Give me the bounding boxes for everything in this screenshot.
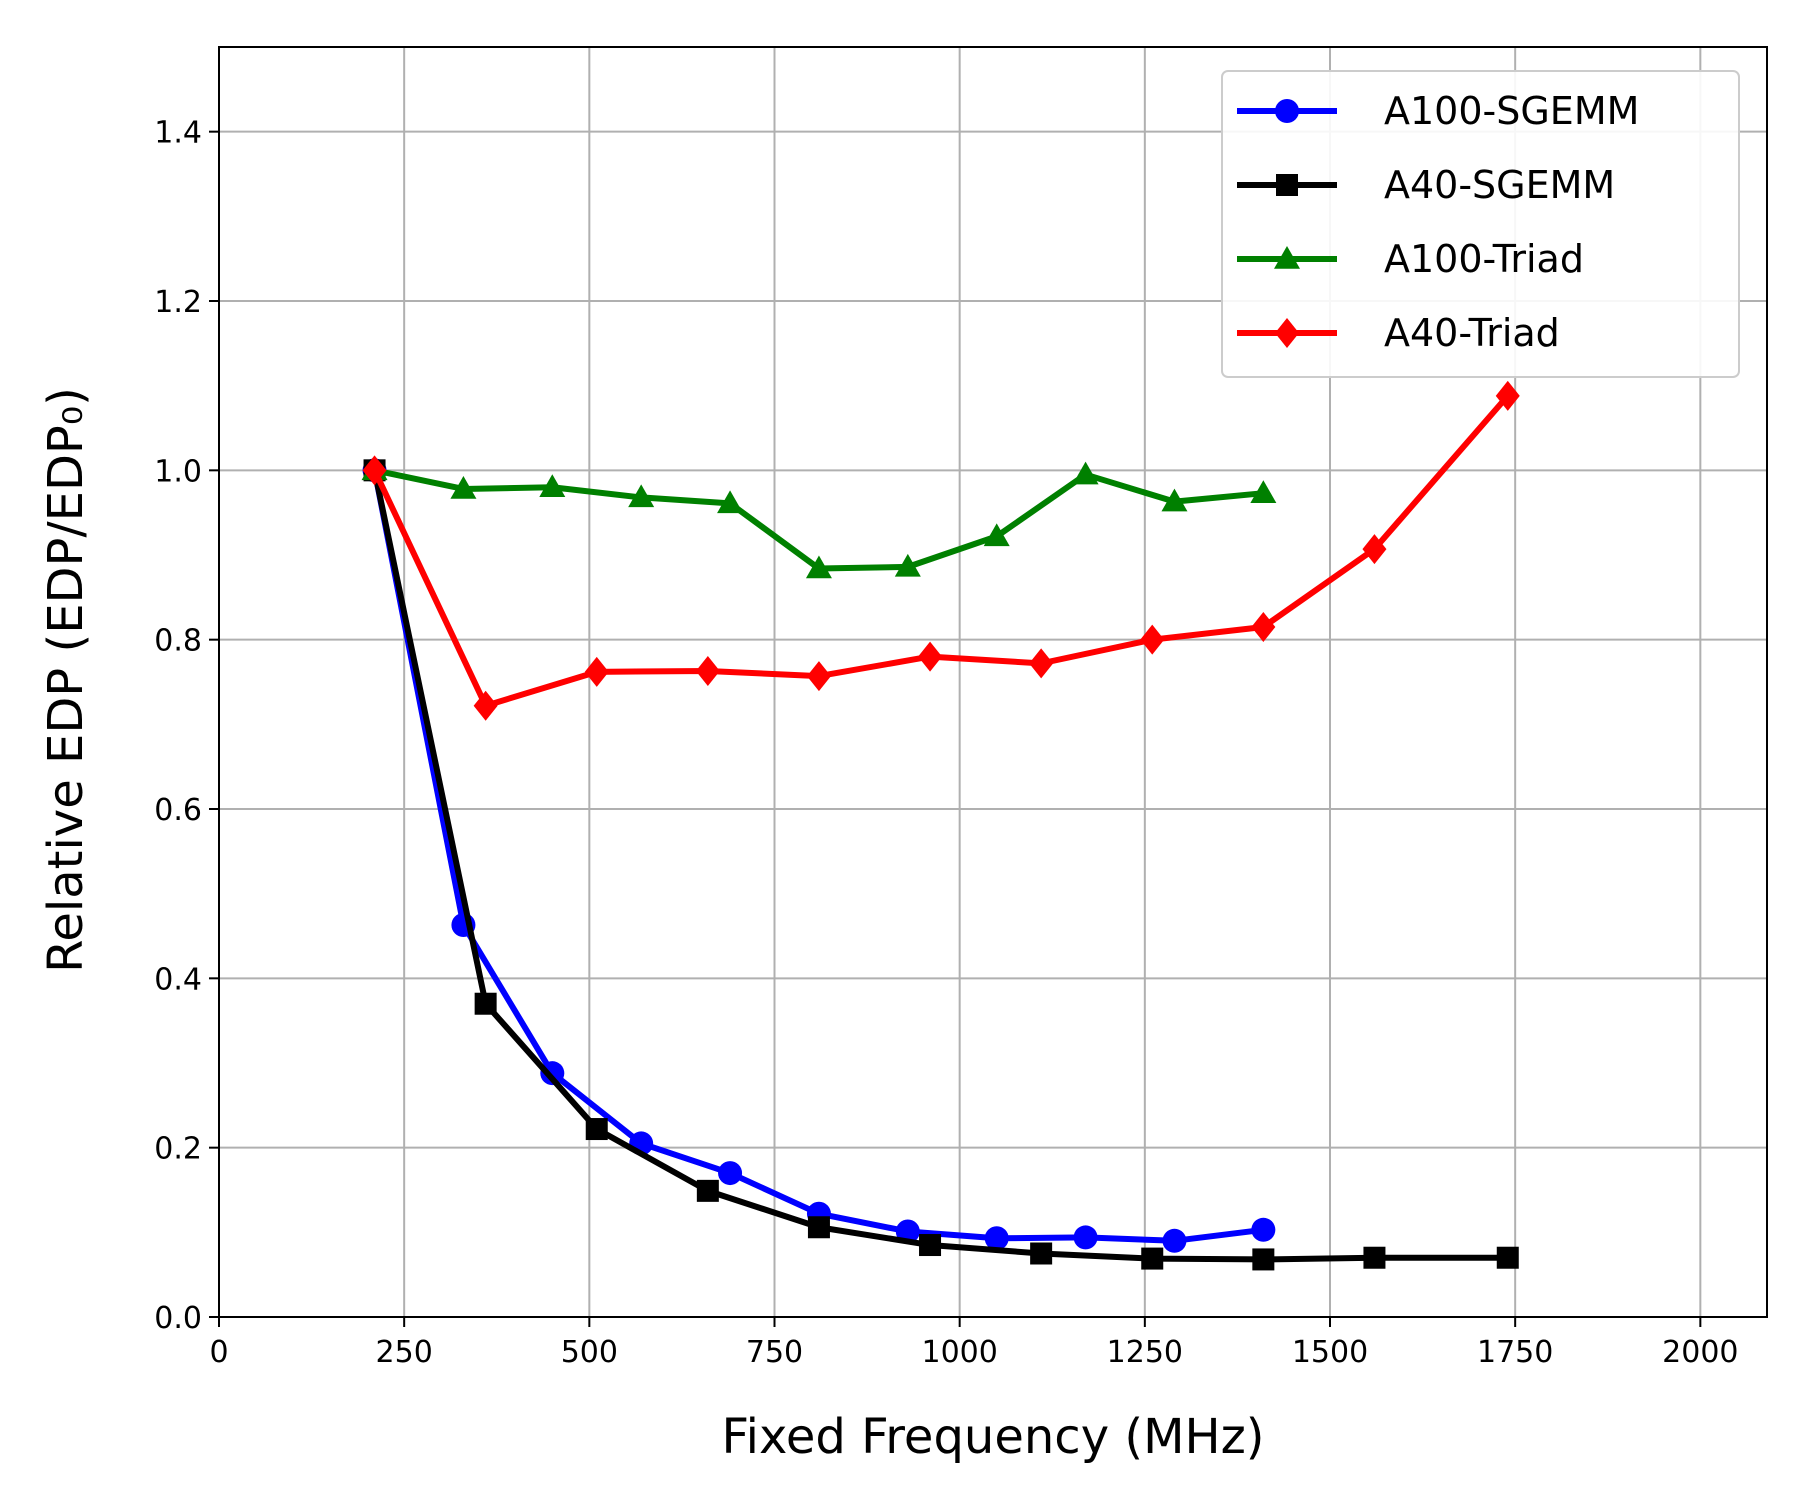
data-point-a40-sgemm: [1141, 1247, 1164, 1270]
data-point-a40-sgemm: [474, 992, 497, 1015]
series-a100-triad: [361, 457, 1277, 579]
data-point-a40-triad: [806, 661, 831, 692]
series-layer: [361, 380, 1520, 1271]
data-point-a40-sgemm: [696, 1179, 719, 1202]
y-tick-label: 1.4: [154, 116, 202, 151]
legend-label: A100-Triad: [1384, 237, 1584, 281]
legend-item-a40-triad: A40-Triad: [1237, 311, 1560, 355]
x-tick-label: 750: [746, 1335, 803, 1370]
y-tick-label: 1.0: [154, 454, 202, 489]
data-point-a100-triad: [628, 484, 655, 508]
data-point-a100-triad: [717, 490, 744, 514]
x-tick-label: 1500: [1292, 1335, 1368, 1370]
y-tick-label: 0.4: [154, 962, 202, 997]
data-point-a100-triad: [539, 474, 566, 498]
data-point-a40-sgemm: [1363, 1246, 1386, 1269]
data-point-a40-triad: [473, 690, 498, 721]
legend-item-a40-sgemm: A40-SGEMM: [1237, 163, 1615, 207]
data-point-a100-triad: [1072, 461, 1099, 485]
x-tick-label: 1000: [921, 1335, 997, 1370]
series-a100-sgemm: [362, 458, 1276, 1253]
data-point-a100-triad: [1250, 480, 1277, 503]
legend-label: A40-Triad: [1384, 311, 1560, 355]
legend-marker: [1275, 318, 1299, 348]
data-point-a40-triad: [695, 655, 720, 686]
legend-marker: [1276, 174, 1298, 196]
data-point-a100-sgemm: [1251, 1217, 1276, 1242]
data-point-a100-triad: [805, 555, 832, 579]
y-tick-label: 0.0: [154, 1301, 202, 1336]
data-point-a40-sgemm: [585, 1118, 608, 1141]
data-point-a100-triad: [1161, 488, 1188, 512]
data-point-a40-sgemm: [1496, 1246, 1519, 1269]
x-tick-label: 1250: [1107, 1335, 1183, 1370]
data-point-a40-sgemm: [1252, 1248, 1275, 1271]
data-point-a40-triad: [362, 455, 387, 486]
data-point-a40-triad: [918, 641, 943, 672]
y-tick-label: 0.8: [154, 624, 202, 659]
data-point-a40-sgemm: [919, 1234, 942, 1257]
data-point-a40-triad: [1029, 648, 1054, 679]
data-point-a100-sgemm: [718, 1161, 743, 1186]
data-point-a40-triad: [584, 656, 609, 687]
legend-marker: [1275, 99, 1299, 123]
x-tick-label: 2000: [1662, 1335, 1738, 1370]
legend-marker: [1274, 246, 1300, 269]
data-point-a40-triad: [1251, 611, 1276, 642]
legend-box: [1221, 70, 1740, 378]
data-point-a40-triad: [1495, 380, 1520, 411]
data-point-a40-triad: [1362, 534, 1387, 565]
legend-item-a100-triad: A100-Triad: [1237, 237, 1584, 281]
legend-item-a100-sgemm: A100-SGEMM: [1237, 89, 1639, 133]
x-tick-label: 0: [209, 1335, 228, 1370]
y-tick-label: 0.6: [154, 793, 202, 828]
series-a40-triad: [362, 380, 1520, 721]
data-point-a40-triad: [1140, 624, 1165, 655]
data-point-a100-sgemm: [1073, 1225, 1098, 1250]
plot-frame: [218, 46, 1768, 1318]
data-point-a100-triad: [894, 553, 921, 577]
data-point-a100-triad: [450, 475, 477, 499]
legend-label: A100-SGEMM: [1384, 89, 1639, 133]
axes: 0 250 500 750 1000 1250 1500 1750 2000 0.0 0.2 0.4 0…: [154, 46, 1768, 1370]
y-tick-label: 0.2: [154, 1132, 202, 1167]
legend-label: A40-SGEMM: [1384, 163, 1615, 207]
data-point-a100-triad: [983, 523, 1010, 547]
data-point-a40-sgemm: [1030, 1242, 1053, 1265]
x-tick-label: 1750: [1477, 1335, 1553, 1370]
x-axis-label: Fixed Frequency (MHz): [721, 1409, 1264, 1465]
data-point-a40-sgemm: [807, 1216, 830, 1239]
data-point-a100-sgemm: [984, 1226, 1009, 1251]
data-point-a100-sgemm: [540, 1061, 565, 1086]
x-tick-label: 250: [376, 1335, 433, 1370]
data-point-a100-sgemm: [1162, 1228, 1187, 1253]
x-tick-label: 500: [561, 1335, 618, 1370]
y-tick-label: 1.2: [154, 285, 202, 320]
legend: A100-SGEMM A40-SGEMM A100-Triad A40-Triad: [1221, 70, 1740, 378]
y-axis-label: Relative EDP (EDP/EDP₀): [38, 387, 94, 973]
